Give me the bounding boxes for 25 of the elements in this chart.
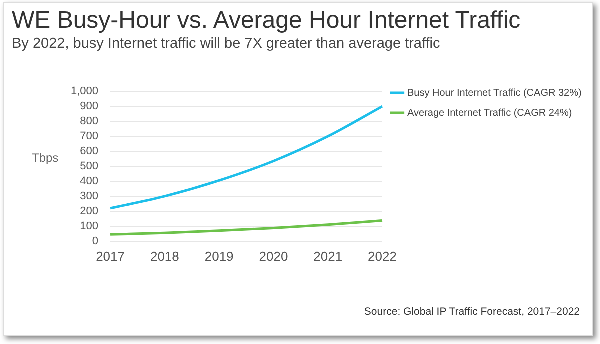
source-note: Source: Global IP Traffic Forecast, 2017–2022 — [364, 306, 580, 318]
y-tick-label: 600 — [80, 146, 99, 158]
x-tick-label: 2022 — [368, 248, 397, 264]
x-tick-label: 2020 — [259, 248, 288, 264]
y-tick-label: 500 — [80, 160, 99, 173]
x-tick-label: 2017 — [96, 248, 125, 264]
y-tick-label: 400 — [80, 176, 99, 188]
y-tick-label: 900 — [80, 100, 99, 113]
y-tick-label: 300 — [80, 190, 99, 202]
legend-label: Average Internet Traffic (CAGR 24%) — [408, 108, 572, 119]
x-tick-label: 2021 — [314, 248, 343, 264]
line-series — [109, 219, 384, 236]
y-tick-label: 100 — [80, 220, 99, 232]
chart-title: WE Busy-Hour vs. Average Hour Internet Traffic — [12, 7, 521, 35]
y-tick-label: 800 — [80, 116, 99, 128]
y-tick-label: 1,000 — [70, 86, 99, 98]
y-tick-label: 200 — [80, 205, 99, 218]
y-axis-title: Tbps — [32, 151, 59, 165]
x-tick-label: 2018 — [150, 248, 180, 264]
line-series — [109, 105, 384, 210]
y-tick-label: 0 — [92, 235, 99, 248]
legend-label: Busy Hour Internet Traffic (CAGR 32%) — [408, 88, 582, 99]
x-tick-label: 2019 — [204, 248, 234, 264]
chart-subtitle: By 2022, busy Internet traffic will be 7X greater than average traffic — [12, 36, 440, 52]
y-tick-label: 700 — [80, 130, 99, 143]
